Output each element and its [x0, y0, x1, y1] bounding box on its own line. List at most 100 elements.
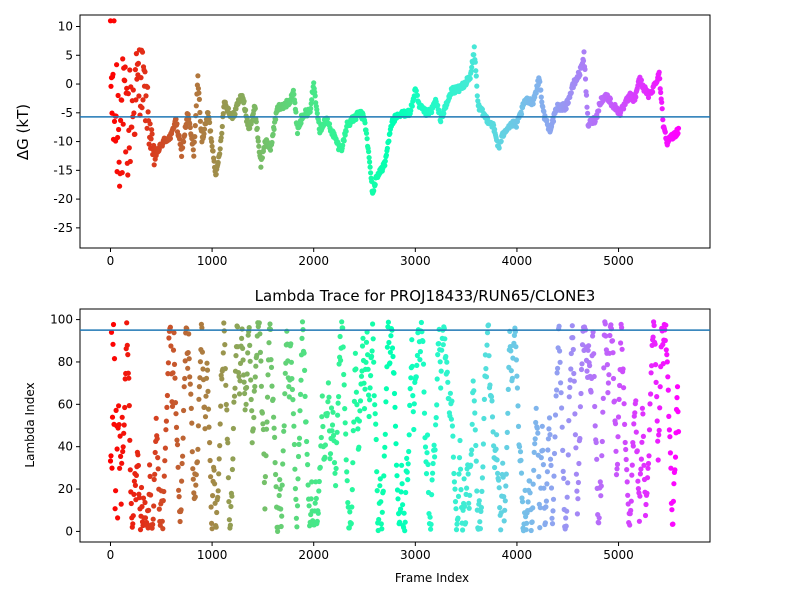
lambda-point	[447, 390, 453, 396]
lambda-point	[382, 431, 388, 437]
lambda-point	[322, 454, 328, 460]
delta-g-point	[139, 49, 146, 55]
lambda-point	[545, 436, 552, 442]
lambda-point	[166, 335, 172, 341]
lambda-point	[570, 335, 576, 341]
lambda-point	[231, 393, 238, 399]
lambda-point	[172, 400, 179, 406]
lambda-point	[645, 460, 652, 467]
lambda-point	[196, 396, 202, 402]
delta-g-point	[220, 111, 226, 117]
lambda-point	[631, 421, 637, 427]
delta-g-point	[120, 56, 126, 62]
delta-g-point	[292, 100, 298, 106]
delta-g-point	[252, 105, 258, 112]
lambda-point	[264, 419, 270, 425]
lambda-point	[174, 442, 181, 448]
delta-g-point	[498, 138, 504, 144]
lambda-point	[468, 462, 474, 468]
lambda-point	[530, 481, 536, 487]
lambda-point	[223, 382, 229, 388]
lambda-point	[605, 380, 612, 386]
lambda-point	[561, 475, 567, 481]
lambda-point	[280, 448, 286, 454]
lambda-point	[315, 510, 321, 516]
lambda-point	[440, 342, 446, 348]
lambda-point	[540, 447, 546, 453]
lambda-point	[451, 479, 457, 485]
lambda-point	[501, 518, 507, 524]
lambda-point	[349, 487, 355, 493]
delta-g-point	[232, 111, 238, 117]
delta-g-point	[659, 106, 665, 112]
lambda-point	[262, 506, 268, 512]
delta-g-point	[309, 97, 315, 103]
lambda-point	[339, 319, 345, 325]
lambda-point	[309, 479, 315, 485]
lambda-point	[343, 431, 349, 437]
lambda-point	[462, 503, 468, 509]
lambda-point	[488, 394, 495, 400]
lambda-point	[456, 455, 463, 461]
lambda-point	[398, 489, 404, 495]
lambda-point	[624, 479, 630, 485]
delta-g-point	[471, 52, 477, 58]
lambda-point	[454, 521, 460, 527]
lambda-point	[249, 408, 255, 414]
lambda-point	[644, 490, 650, 496]
lambda-point	[588, 389, 594, 395]
lambda-point	[248, 377, 254, 383]
delta-g-point	[468, 68, 474, 74]
lambda-point	[594, 456, 600, 462]
y-tick-label: 0	[65, 77, 73, 91]
lambda-point	[291, 441, 297, 448]
delta-g-point	[217, 146, 223, 152]
lambda-point	[147, 462, 153, 468]
delta-g-point	[384, 145, 390, 151]
delta-g-point	[143, 93, 149, 99]
lambda-point	[222, 342, 228, 348]
lambda-point	[610, 375, 617, 382]
lambda-point	[503, 471, 509, 477]
lambda-point	[650, 334, 656, 340]
lambda-point	[599, 438, 605, 445]
delta-g-point	[219, 130, 225, 136]
lambda-point	[137, 527, 144, 533]
lambda-point	[453, 527, 460, 533]
lambda-point	[392, 423, 399, 429]
lambda-point	[205, 388, 211, 394]
lambda-point	[252, 383, 258, 390]
delta-g-point	[135, 60, 141, 66]
x-tick-label: 2000	[298, 254, 329, 268]
lambda-point	[629, 462, 635, 468]
lambda-point	[649, 363, 655, 369]
lambda-point	[204, 360, 210, 366]
lambda-point	[418, 319, 424, 326]
lambda-point	[404, 469, 410, 475]
lambda-point	[634, 448, 640, 454]
lambda-point	[641, 462, 647, 468]
lambda-point	[201, 404, 208, 410]
lambda-point	[460, 507, 466, 513]
y-tick-label: 80	[58, 355, 73, 369]
lambda-point	[335, 400, 341, 406]
lambda-point	[112, 506, 118, 512]
lambda-point	[481, 415, 487, 422]
delta-g-point	[584, 104, 590, 110]
lambda-point	[596, 515, 602, 521]
lambda-point	[126, 403, 132, 409]
delta-g-point	[409, 103, 415, 109]
lambda-point	[464, 485, 470, 491]
lambda-point	[508, 348, 514, 354]
delta-g-point	[657, 86, 663, 92]
delta-g-point	[181, 139, 187, 145]
lambda-point	[164, 404, 170, 410]
lambda-point	[244, 371, 250, 377]
lambda-point	[502, 507, 508, 513]
lambda-point	[554, 387, 560, 393]
lambda-point	[200, 366, 206, 372]
delta-g-plot-frame	[79, 14, 711, 249]
lambda-point	[171, 330, 177, 336]
lambda-point	[333, 465, 339, 472]
lambda-point	[319, 393, 325, 399]
